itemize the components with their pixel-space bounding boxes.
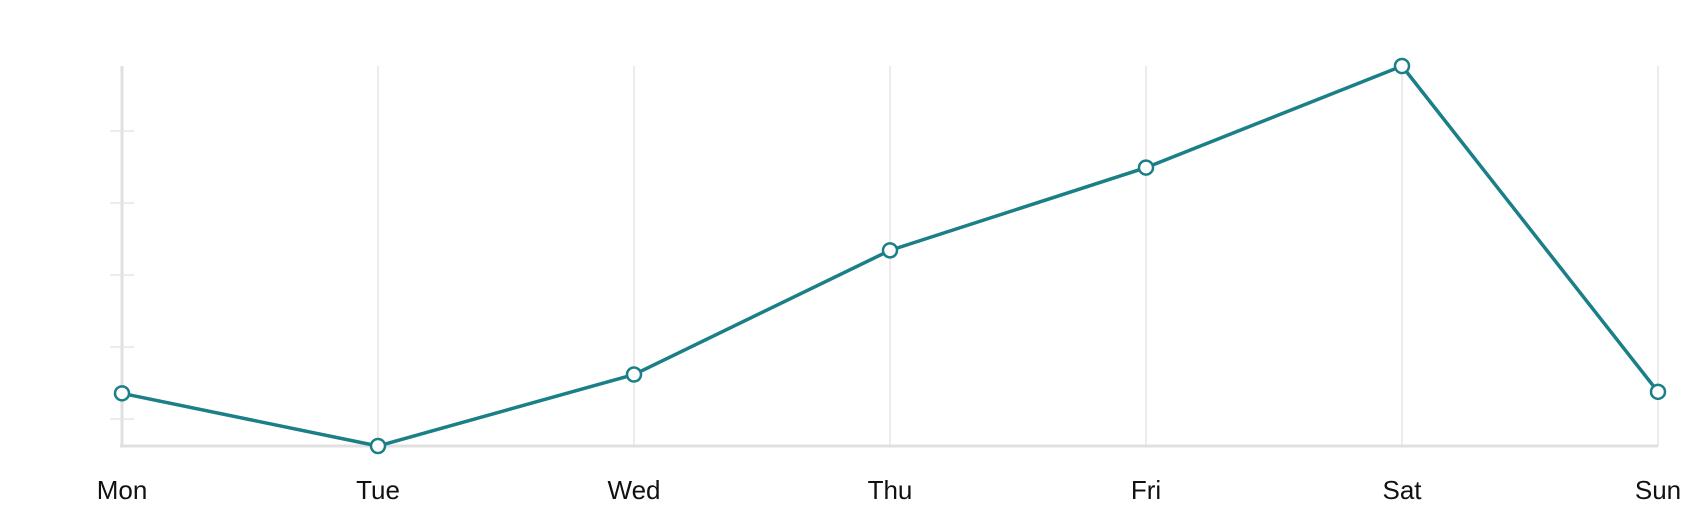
- x-tick-label-thu: Thu: [868, 475, 913, 505]
- x-tick-labels: Mon Tue Wed Thu Fri Sat Sun: [97, 475, 1681, 505]
- data-point-fri: [1137, 159, 1155, 176]
- series-layer: [113, 57, 1667, 455]
- data-point-tue: [369, 437, 387, 455]
- x-tick-label-sat: Sat: [1382, 475, 1422, 505]
- data-point-sun: [1649, 383, 1667, 401]
- data-point-thu: [881, 242, 899, 259]
- axes: [110, 66, 1658, 448]
- x-tick-label-wed: Wed: [608, 475, 661, 505]
- grid: [121, 66, 1659, 446]
- x-tick-label-tue: Tue: [356, 475, 400, 505]
- data-point-sat: [1393, 57, 1411, 75]
- data-point-mon: [113, 385, 131, 402]
- x-tick-label-sun: Sun: [1635, 475, 1681, 505]
- x-tick-label-mon: Mon: [97, 475, 148, 505]
- x-tick-label-fri: Fri: [1131, 475, 1161, 505]
- data-point-wed: [625, 366, 643, 383]
